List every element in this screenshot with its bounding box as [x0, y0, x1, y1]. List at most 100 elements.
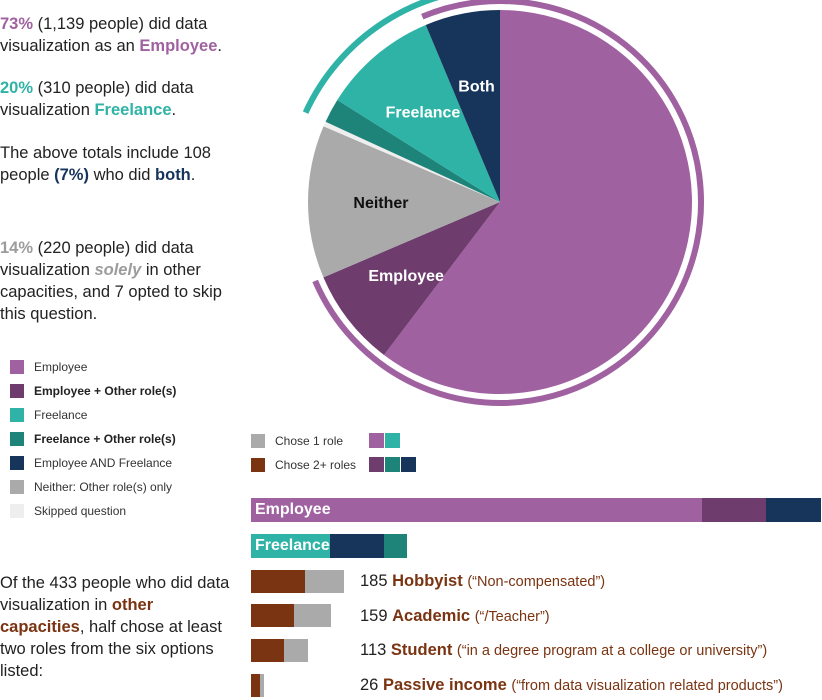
legend-swatch [10, 456, 24, 470]
employee-end: . [217, 37, 222, 55]
legend-item-skipped: Skipped question [10, 504, 126, 518]
pie-slice-skipped-question [323, 121, 500, 202]
bar-student-chose-2-roles [251, 639, 285, 662]
legend-label: Skipped question [34, 504, 127, 518]
role-row-student: 113 Student (“in a degree program at a c… [360, 641, 767, 660]
mini-swatch-both [401, 457, 416, 472]
role-name: Hobbyist [392, 572, 463, 590]
other-capacities-text: Of the 433 people who did data visualiza… [0, 572, 240, 682]
pie-label-employee: Employee [368, 268, 444, 285]
freelance-statement: 20% (310 people) did data visualization … [0, 77, 250, 121]
mini-swatch-employee-other [369, 457, 384, 472]
outer-arc-employee [312, 0, 704, 406]
pie-slice-freelance [337, 24, 500, 202]
freelance-end: . [171, 101, 177, 119]
role-desc: (“in a degree program at a college or un… [456, 643, 768, 659]
other-text1: Of the 433 people who did data visualiza… [0, 574, 230, 614]
role-count: 185 [360, 572, 388, 590]
role-desc: (“Non-compensated”) [467, 574, 606, 590]
neither-text: (220 people) did data visualization [0, 239, 194, 279]
bar-employee-employee [251, 498, 702, 522]
bar-passive-income-chose-1-role [260, 674, 265, 697]
both-role: both [155, 166, 191, 184]
role-row-academic: 159 Academic (“/Teacher”) [360, 607, 550, 626]
legend-swatch [10, 504, 24, 518]
neither-text2: in other capacities, and 7 opted to skip… [0, 261, 222, 323]
pie-slice-employee [383, 10, 692, 394]
legend-item-employee-other: Employee + Other role(s) [10, 384, 176, 398]
role-legend-swatch [251, 457, 265, 472]
legend-swatch [10, 480, 24, 494]
neither-em: solely [94, 261, 142, 279]
both-statement: The above totals include 108 people (7%)… [0, 142, 222, 186]
role-desc: (“from data visualization related produc… [511, 678, 783, 694]
legend-label: Employee [34, 360, 88, 374]
both-pct: (7%) [54, 166, 89, 184]
legend-label: Employee AND Freelance [34, 456, 173, 470]
bar-academic-chose-2-roles [251, 604, 294, 627]
pie-slice-employee-and-freelance [425, 10, 500, 202]
pie-label-freelance: Freelance [386, 104, 461, 121]
legend-swatch [10, 408, 24, 422]
role-name: Student [390, 641, 453, 659]
bar-label-employee: Employee [255, 501, 331, 518]
role-desc: (“/Teacher”) [474, 609, 550, 625]
legend-label: Neither: Other role(s) only [34, 480, 173, 494]
employee-statement: 73% (1,139 people) did data visualizatio… [0, 13, 250, 57]
bar-hobbyist-chose-2-roles [251, 570, 306, 593]
pie-slice-freelance-other-role-s- [325, 100, 500, 202]
legend-label: Freelance [34, 408, 88, 422]
freelance-role: Freelance [94, 101, 172, 119]
other-text2: , half chose at least two roles from the… [0, 618, 222, 680]
bar-freelance-freelance-other-role-s- [384, 534, 408, 558]
freelance-pct: 20% [0, 79, 34, 97]
bar-label-freelance: Freelance [255, 537, 330, 554]
legend-swatch [10, 432, 24, 446]
legend-item-freelance-other: Freelance + Other role(s) [10, 432, 176, 446]
role-pie-chart: Employee Neither Freelance Both [302, 0, 704, 406]
both-end: . [190, 166, 196, 184]
employee-role: Employee [139, 37, 218, 55]
bar-student-chose-1-role [284, 639, 308, 662]
bar-hobbyist-chose-1-role [305, 570, 344, 593]
role-row-hobbyist: 185 Hobbyist (“Non-compensated”) [360, 572, 605, 591]
bar-passive-income-chose-2-roles [251, 674, 261, 697]
legend-label: Freelance + Other role(s) [34, 432, 176, 446]
legend-item-both: Employee AND Freelance [10, 456, 172, 470]
role-legend-label: Chose 2+ roles [275, 457, 357, 472]
legend-swatch [10, 384, 24, 398]
role-legend-one: Chose 1 role [251, 433, 401, 448]
role-name: Passive income [382, 676, 507, 694]
legend-item-employee: Employee [10, 360, 87, 374]
freelance-text: (310 people) did data visualization [0, 79, 194, 119]
role-row-passive-income: 26 Passive income (“from data visualizat… [360, 676, 783, 695]
neither-pct: 14% [0, 239, 34, 257]
outer-arc-freelance [302, 0, 440, 114]
bar-employee-employee-and-freelance [766, 498, 821, 522]
pie-slice-neither-other-role-s-only [307, 126, 500, 278]
bar-employee-employee-other-role-s- [701, 498, 767, 522]
legend-label: Employee + Other role(s) [34, 384, 177, 398]
mini-swatch-employee [369, 433, 384, 448]
other-em: other capacities [0, 596, 154, 636]
employee-text: (1,139 people) did data visualization as… [0, 15, 208, 55]
pie-label-neither: Neither [353, 195, 408, 212]
role-count: 159 [360, 607, 388, 625]
role-legend-two: Chose 2+ roles [251, 457, 417, 472]
role-count: 26 [360, 676, 379, 694]
legend-item-neither: Neither: Other role(s) only [10, 480, 172, 494]
pie-label-both: Both [458, 78, 494, 95]
mini-swatch-freelance-other [385, 457, 400, 472]
employee-pct: 73% [0, 15, 34, 33]
bar-academic-chose-1-role [293, 604, 331, 627]
bar-freelance-freelance [251, 534, 330, 558]
both-text: The above totals include 108 people [0, 144, 211, 184]
role-count: 113 [360, 641, 387, 659]
legend-swatch [10, 360, 24, 374]
role-legend-swatch [251, 433, 265, 448]
bar-freelance-employee-and-freelance [329, 534, 385, 558]
role-legend-label: Chose 1 role [275, 433, 344, 448]
both-text2: who did [88, 166, 156, 184]
role-name: Academic [392, 607, 471, 625]
pie-slice-employee-other-role-s- [323, 202, 500, 355]
